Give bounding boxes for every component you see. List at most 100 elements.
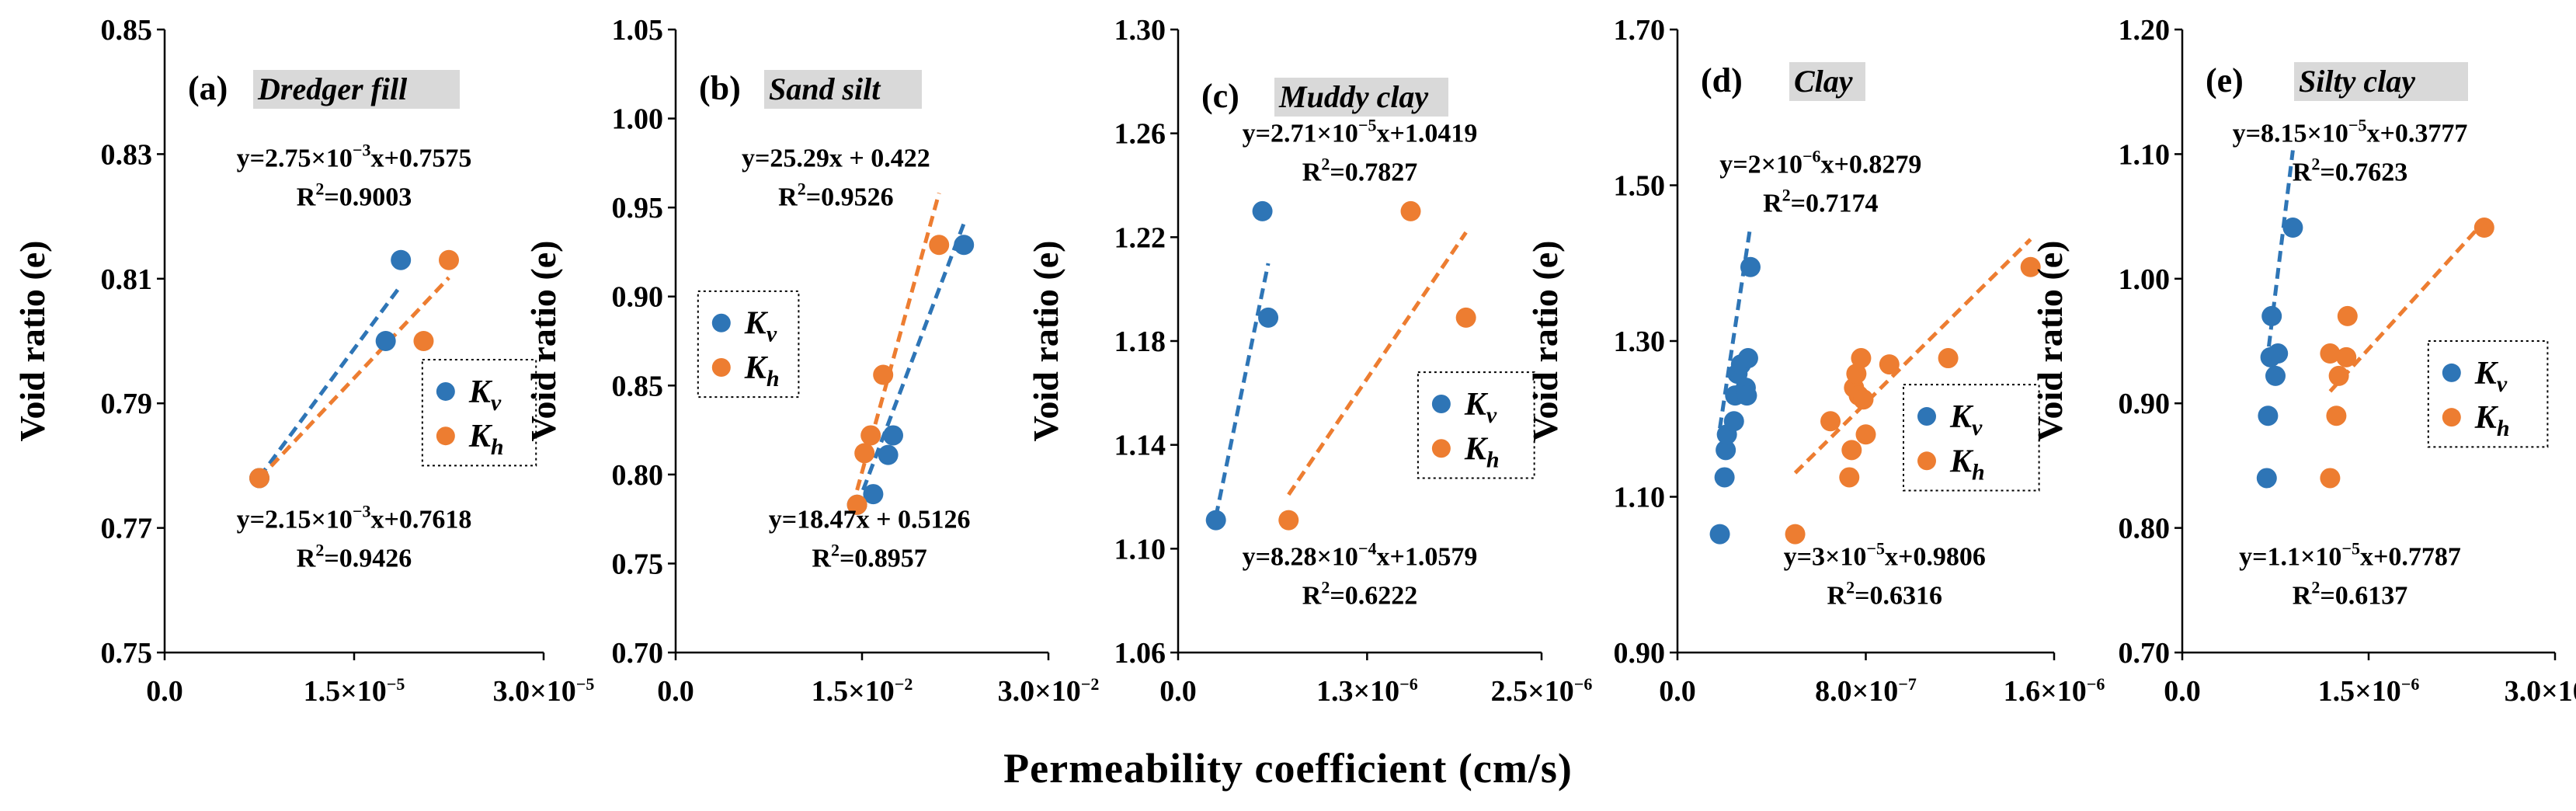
- point-kv: [375, 331, 396, 351]
- panel-title: Silty clay: [2299, 64, 2415, 99]
- regression-equation: y=3×10−5x+0.9806: [1784, 539, 1986, 572]
- point-kh: [2473, 218, 2494, 238]
- point-kh: [2336, 346, 2357, 367]
- point-kh: [1855, 424, 1876, 445]
- legend-marker: [1917, 407, 1936, 426]
- x-tick-label: 8.0×10−7: [1815, 674, 1917, 708]
- legend-label: Kv: [1464, 387, 1497, 428]
- regression-equation: y=25.29x + 0.422: [742, 144, 930, 172]
- point-kv: [878, 444, 899, 465]
- panel-title-bg: [253, 70, 460, 109]
- y-tick-label: 0.75: [612, 548, 664, 580]
- y-tick-label: 0.90: [612, 281, 664, 314]
- point-kh: [1820, 411, 1841, 432]
- legend-marker: [1917, 451, 1936, 471]
- regression-equation: y=2.75×10−3x+0.7575: [237, 140, 472, 172]
- point-kv: [1736, 385, 1757, 406]
- x-tick-label: 1.5×10−5: [304, 674, 405, 708]
- point-kh: [1400, 200, 1421, 221]
- point-kv: [2256, 468, 2277, 489]
- y-tick-label: 0.85: [101, 14, 153, 47]
- panel-title-bg: [1789, 62, 1865, 101]
- r-squared: R2=0.7623: [2293, 154, 2407, 186]
- point-kh: [1853, 389, 1874, 410]
- panel-title: Dredger fill: [257, 71, 408, 106]
- legend-marker: [436, 381, 455, 401]
- y-tick-label: 1.18: [1114, 325, 1166, 358]
- legend-label: Kv: [744, 306, 777, 347]
- point-kh: [860, 425, 881, 446]
- r-squared: R2=0.7174: [1763, 185, 1878, 218]
- y-tick-label: 1.70: [1614, 14, 1666, 47]
- panel-b: 0.70 0.75 0.80 0.85 0.90 0.95 1.00 1.05 0.0 1.5×1…: [523, 14, 1099, 708]
- regression-equation: y=2.15×10−3x+0.7618: [237, 502, 472, 534]
- x-tick-label: 3.0×10−2: [998, 674, 1100, 708]
- fit-line-kh: [258, 276, 450, 480]
- point-kh: [1785, 524, 1806, 545]
- point-kv: [2258, 406, 2279, 426]
- point-kh: [1278, 510, 1299, 531]
- shared-x-axis-label: Permeability coefficient (cm/s): [1003, 745, 1573, 792]
- r-squared: R2=0.9526: [778, 179, 893, 211]
- y-tick-label: 1.10: [2119, 138, 2171, 171]
- point-kv: [1723, 411, 1744, 432]
- panel-a: 0.75 0.77 0.79 0.81 0.83 0.85 0.0 1.5×10−5 3.0×1…: [12, 14, 594, 708]
- legend-label: Kv: [468, 374, 502, 416]
- point-kh: [1879, 354, 1900, 375]
- point-kh: [1846, 364, 1867, 385]
- y-tick-label: 0.70: [612, 637, 664, 670]
- point-kv: [1252, 200, 1273, 221]
- y-tick-label: 1.50: [1614, 170, 1666, 203]
- point-kh: [1938, 348, 1959, 369]
- regression-equation: y=18.47x + 0.5126: [769, 506, 971, 534]
- y-axis-label: Void ratio (e): [523, 241, 563, 442]
- regression-equation: y=1.1×10−5x+0.7787: [2239, 539, 2461, 572]
- panel-label: (e): [2206, 61, 2244, 99]
- fit-line-kv: [1214, 263, 1271, 517]
- legend-label: Kh: [744, 350, 780, 392]
- legend-marker: [711, 313, 731, 332]
- panel-c: 1.06 1.10 1.14 1.18 1.22 1.26 1.30 0.0 1.3×10−6 2…: [1026, 14, 1592, 708]
- y-tick-label: 0.85: [612, 370, 664, 402]
- fit-line-kv: [2265, 150, 2295, 364]
- y-axis-label: Void ratio (e): [2030, 241, 2070, 442]
- y-tick-label: 1.00: [612, 103, 664, 136]
- y-tick-label: 0.70: [2119, 637, 2171, 670]
- y-tick-label: 0.77: [101, 513, 153, 545]
- point-kv: [883, 425, 903, 446]
- point-kv: [1258, 307, 1279, 328]
- panel-title: Clay: [1794, 64, 1853, 99]
- legend-label: Kh: [468, 419, 504, 460]
- legend-box: [421, 359, 537, 467]
- x-tick-label: 0.0: [1659, 675, 1696, 708]
- legend-label: Kh: [1464, 431, 1500, 472]
- point-kh: [929, 235, 950, 256]
- y-tick-label: 0.80: [2119, 513, 2171, 545]
- regression-equation: y=8.28×10−4x+1.0579: [1243, 539, 1478, 572]
- point-kh: [854, 443, 875, 464]
- y-tick-label: 0.90: [2119, 388, 2171, 420]
- x-tick-label: 0.0: [1159, 675, 1197, 708]
- r-squared: R2=0.9003: [297, 179, 412, 211]
- y-tick-label: 0.80: [612, 459, 664, 492]
- y-tick-label: 0.79: [101, 388, 153, 420]
- point-kv: [1205, 510, 1226, 531]
- y-tick-label: 1.06: [1114, 637, 1166, 670]
- point-kh: [1851, 348, 1872, 369]
- y-tick-label: 1.14: [1114, 430, 1166, 462]
- x-tick-label: 0.0: [146, 675, 183, 708]
- x-tick-label: 1.3×10−6: [1316, 674, 1418, 708]
- y-tick-label: 0.75: [101, 637, 153, 670]
- r-squared: R2=0.7827: [1302, 154, 1417, 186]
- point-kh: [2328, 365, 2349, 386]
- x-tick-label: 0.0: [657, 675, 694, 708]
- y-tick-label: 1.10: [1614, 482, 1666, 514]
- legend-marker: [1431, 395, 1451, 414]
- point-kv: [2261, 305, 2282, 326]
- point-kv: [1740, 256, 1761, 277]
- fit-line-kv: [855, 222, 966, 507]
- y-tick-label: 0.83: [101, 138, 153, 171]
- point-kv: [1714, 467, 1735, 488]
- r-squared: R2=0.6316: [1827, 578, 1942, 611]
